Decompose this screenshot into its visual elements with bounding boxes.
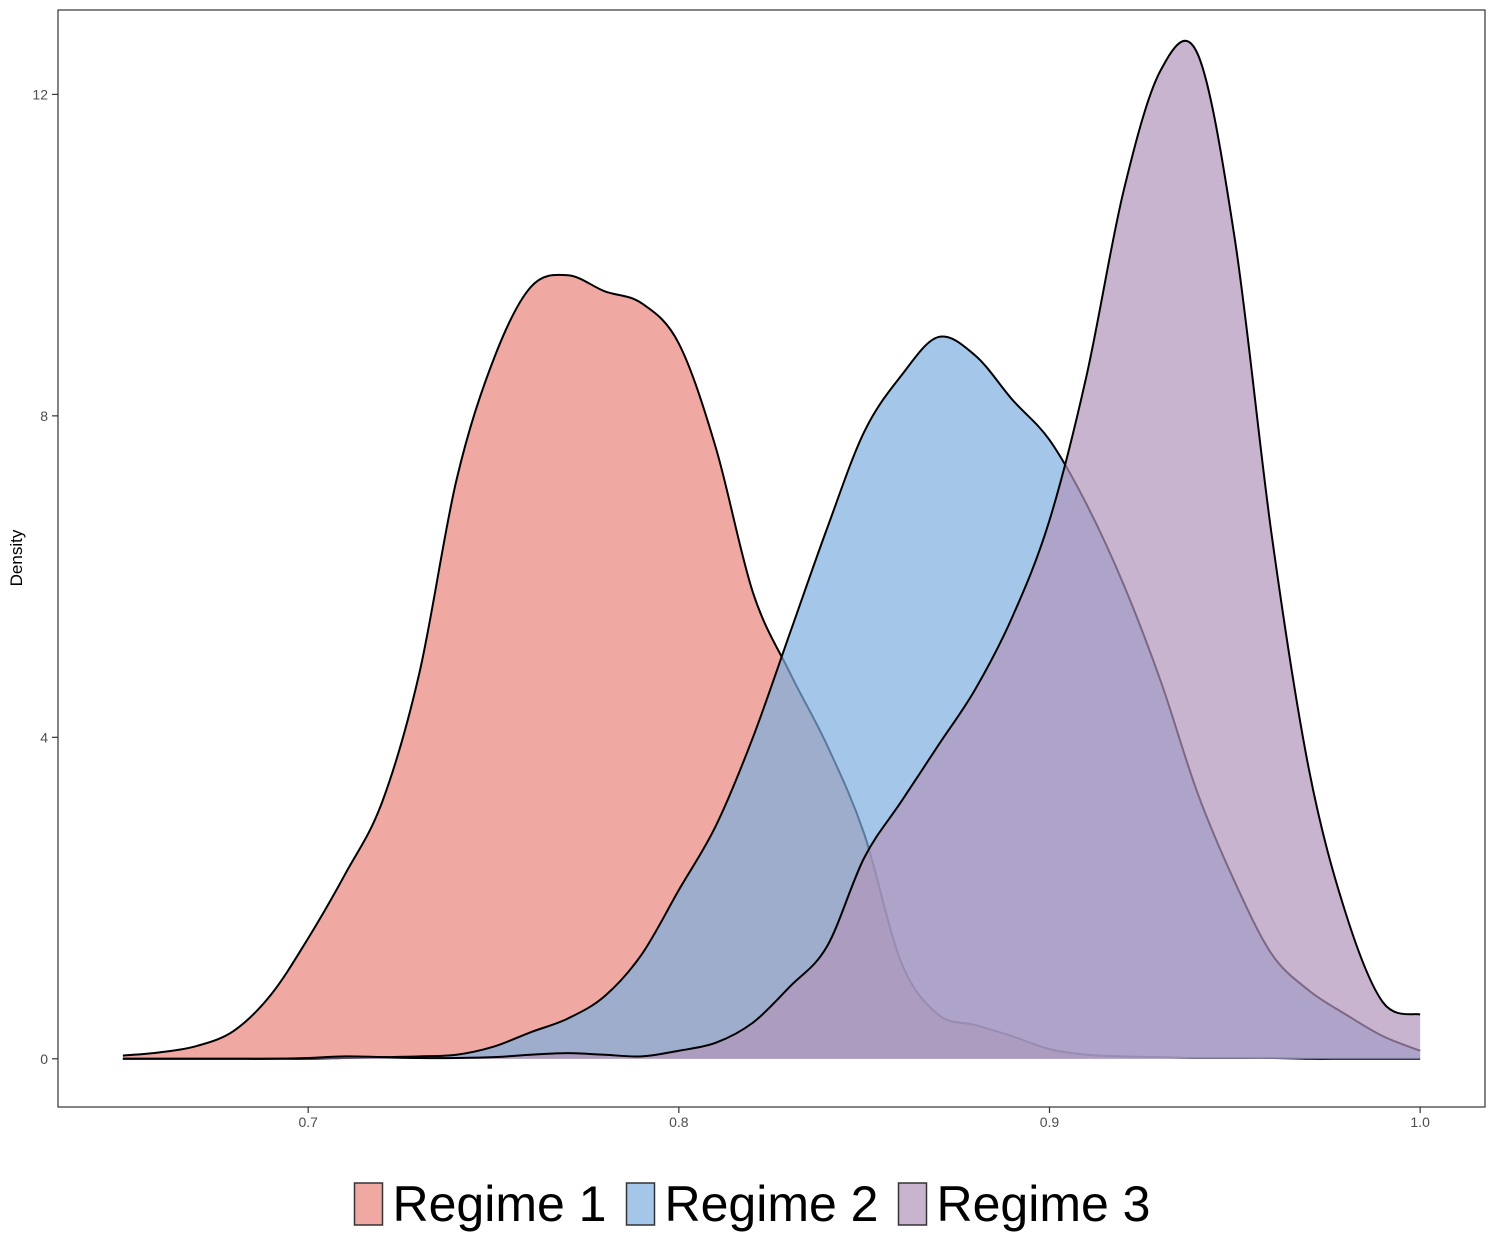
x-tick-label: 1.0 xyxy=(1410,1114,1430,1130)
legend-key-regime-2 xyxy=(625,1182,656,1226)
y-tick-label: 4 xyxy=(40,729,48,745)
y-tick-label: 12 xyxy=(32,86,48,102)
legend: Regime 1 Regime 2 Regime 3 xyxy=(353,1176,1151,1232)
legend-key-regime-3 xyxy=(897,1182,928,1226)
plot-border xyxy=(57,9,1486,1108)
legend-key-regime-1 xyxy=(353,1182,384,1226)
x-tick-label: 0.7 xyxy=(298,1114,318,1130)
y-tick-label: 0 xyxy=(40,1051,48,1067)
y-axis-title: Density xyxy=(7,529,26,586)
legend-label-regime-3: Regime 3 xyxy=(937,1176,1151,1232)
x-tick-label: 0.9 xyxy=(1040,1114,1060,1130)
legend-label-regime-1: Regime 1 xyxy=(393,1176,607,1232)
x-tick-label: 0.8 xyxy=(669,1114,689,1130)
density-curve-regime-3 xyxy=(122,39,1421,1060)
y-axis: 0 4 8 12 xyxy=(32,86,58,1067)
x-axis: 0.7 0.8 0.9 1.0 xyxy=(298,1107,1430,1130)
y-tick-label: 8 xyxy=(40,408,48,424)
density-areas xyxy=(122,39,1421,1060)
density-area-regime-3 xyxy=(122,40,1421,1059)
legend-label-regime-2: Regime 2 xyxy=(665,1176,879,1232)
density-area-regime-1 xyxy=(122,274,1421,1059)
